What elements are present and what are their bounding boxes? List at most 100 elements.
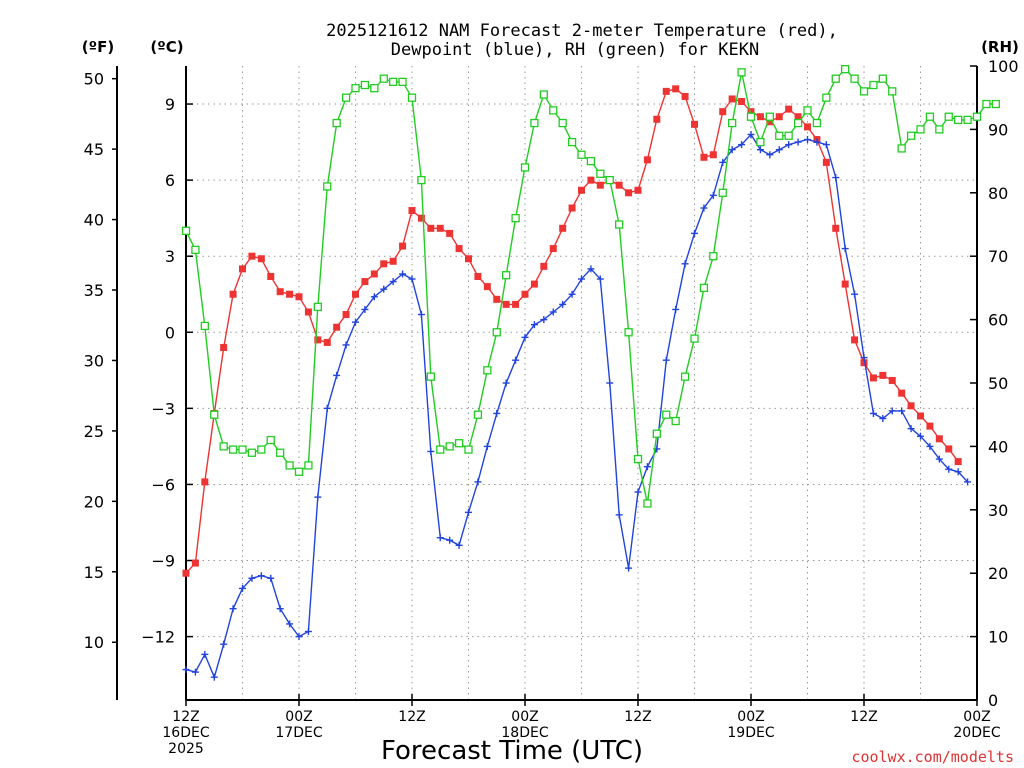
rh-point xyxy=(615,220,624,229)
rh-point xyxy=(963,115,972,125)
rh-point xyxy=(558,118,567,128)
dewpoint-point xyxy=(917,432,924,440)
rh-point xyxy=(464,445,473,454)
rh-point xyxy=(502,271,511,280)
dewpoint-point xyxy=(643,463,651,471)
temperature-point xyxy=(342,311,350,319)
temperature-point xyxy=(446,229,454,237)
rh-point xyxy=(577,150,586,159)
rh-tick-label: 40 xyxy=(988,437,1008,456)
temperature-point xyxy=(229,290,237,298)
dewpoint-point xyxy=(700,204,708,212)
dewpoint-point xyxy=(756,146,764,154)
temperature-point xyxy=(681,92,689,100)
rh-point xyxy=(699,283,709,293)
rh-point xyxy=(285,461,294,470)
dewpoint-point xyxy=(926,442,934,450)
dewpoint-point xyxy=(474,478,482,486)
rh-point xyxy=(624,328,633,337)
temperature-point xyxy=(333,323,341,331)
dewpoint-point xyxy=(370,293,378,301)
dewpoint-point xyxy=(521,333,529,341)
rh-point xyxy=(643,499,652,508)
rh-point xyxy=(323,182,332,191)
dewpoint-point xyxy=(512,356,520,364)
rh-point xyxy=(991,99,1000,109)
dewpoint-point xyxy=(239,584,246,592)
temperature-point xyxy=(257,255,265,263)
fahrenheit-tick-label: 40 xyxy=(84,211,104,230)
dewpoint-point xyxy=(191,668,199,676)
rh-point xyxy=(709,252,718,261)
rh-point xyxy=(888,87,897,96)
temperature-point xyxy=(747,108,755,116)
fahrenheit-tick-label: 10 xyxy=(84,633,104,652)
dewpoint-point xyxy=(691,229,698,237)
rh-point xyxy=(200,321,209,331)
watermark: coolwx.com/modelts xyxy=(851,748,1014,766)
temperature-point xyxy=(455,245,463,253)
rh-point xyxy=(436,445,445,454)
dewpoint-point xyxy=(964,478,972,486)
rh-point xyxy=(294,467,304,476)
temperature-point xyxy=(191,559,199,567)
dewpoint-point xyxy=(596,275,604,283)
rh-axis-label: (RH) xyxy=(981,38,1019,56)
rh-point xyxy=(567,137,577,147)
temperature-point xyxy=(672,85,680,93)
fahrenheit-tick-label: 35 xyxy=(84,281,104,300)
fahrenheit-tick-label: 15 xyxy=(84,563,104,582)
rh-point xyxy=(803,106,812,115)
dewpoint-point xyxy=(672,305,680,313)
rh-point xyxy=(718,188,727,197)
dewpoint-point xyxy=(446,536,454,544)
dewpoint-point xyxy=(625,564,633,572)
rh-point xyxy=(586,156,596,166)
temperature-point xyxy=(832,224,840,232)
dewpoint-point xyxy=(945,465,953,473)
temperature-point xyxy=(295,293,303,301)
rh-axis: 0 10 20 30 40 50 60 70 80 90 100 xyxy=(970,57,1019,710)
dewpoint-point xyxy=(804,136,811,144)
rh-point xyxy=(351,84,360,93)
temperature-point xyxy=(220,343,228,351)
temperature-point xyxy=(540,262,548,270)
dewpoint-point xyxy=(851,290,859,298)
fahrenheit-tick-label: 50 xyxy=(84,70,104,89)
dewpoint-point xyxy=(634,488,642,496)
temperature-point xyxy=(709,151,717,159)
temperature-point xyxy=(945,445,953,453)
temperature-point xyxy=(530,280,538,288)
temperature-point xyxy=(267,272,275,280)
temperature-point xyxy=(239,265,246,273)
temperature-point xyxy=(502,300,510,308)
rh-point xyxy=(925,112,935,121)
rh-point xyxy=(878,74,887,83)
celsius-axis: −12 −9 −6 −3 0 3 6 9 xyxy=(141,95,193,647)
dewpoint-point xyxy=(578,275,585,283)
celsius-tick-label: −9 xyxy=(151,552,175,571)
dewpoint-point xyxy=(813,138,821,146)
temperature-point xyxy=(549,245,557,253)
dewpoint-point xyxy=(587,265,595,273)
rh-point xyxy=(596,169,605,178)
dewpoint-point xyxy=(352,318,359,326)
time-tick-label: 00Z xyxy=(737,709,764,725)
temperature-point xyxy=(286,290,294,298)
dewpoint-point xyxy=(615,511,623,519)
rh-point xyxy=(906,131,916,140)
rh-point xyxy=(756,137,765,147)
x-axis-label: Forecast Time (UTC) xyxy=(381,736,643,766)
dewpoint-point xyxy=(201,650,209,658)
rh-point xyxy=(228,445,238,454)
dewpoint-point xyxy=(681,260,689,268)
dewpoint-point xyxy=(785,141,793,149)
rh-point xyxy=(728,118,737,128)
temperature-point xyxy=(304,308,312,316)
dewpoint-point xyxy=(295,633,303,641)
rh-point xyxy=(954,115,963,125)
dewpoint-point xyxy=(860,354,868,362)
time-tick-label: 20DEC xyxy=(953,725,1000,741)
